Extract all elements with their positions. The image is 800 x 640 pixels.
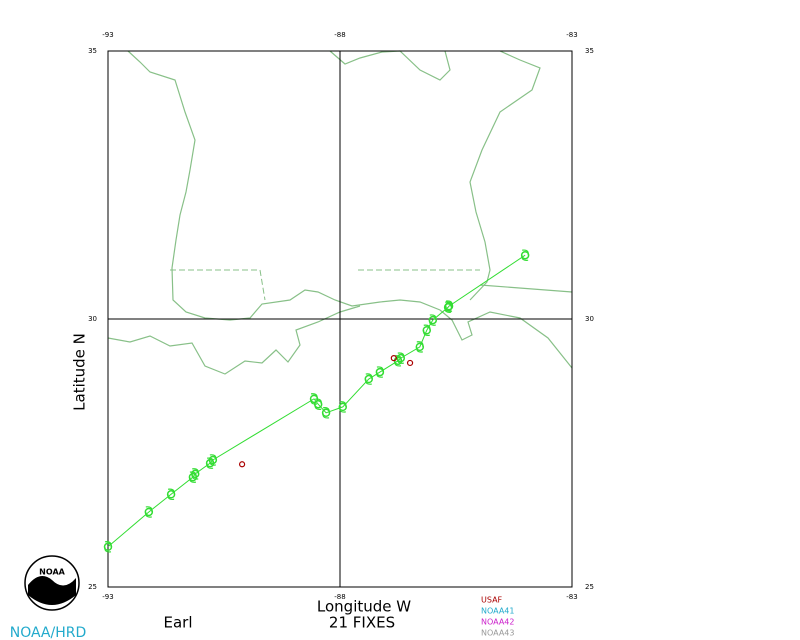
storm-name: Earl (163, 614, 192, 632)
fix-point (238, 461, 246, 468)
fix-marker (144, 506, 154, 518)
fix-swirl (397, 352, 405, 364)
fix-swirl (145, 506, 153, 518)
fix-marker (313, 398, 323, 410)
fix-marker (364, 373, 374, 385)
fix-swirl (191, 468, 199, 480)
legend-entry: NOAA43 (481, 629, 515, 638)
y-tick-label: 25 (585, 583, 594, 591)
fix-swirl (416, 341, 424, 353)
fix-swirl (104, 541, 112, 553)
fix-marker (422, 324, 432, 336)
fix-swirl (209, 454, 217, 466)
logo: NOAA (24, 555, 80, 611)
fix-marker (338, 401, 348, 413)
y-tick-label: 35 (88, 47, 97, 55)
fix-marker (321, 407, 331, 419)
fix-swirl (423, 324, 431, 336)
coastline (107, 50, 573, 375)
legend-entry: NOAA42 (481, 618, 515, 627)
y-tick-label: 30 (585, 315, 594, 323)
x-axis-label: Longitude W (317, 598, 411, 616)
fix-point (406, 359, 414, 367)
credit: NOAA/HRD (10, 625, 87, 640)
fix-swirl (167, 488, 175, 501)
fix-marker (208, 454, 218, 466)
y-axis-label: Latitude N (71, 333, 89, 411)
x-tick-label: -88 (334, 31, 345, 39)
fix-swirl (521, 249, 529, 261)
fix-marker (166, 488, 176, 501)
x-tick-label: -88 (334, 593, 345, 601)
fix-swirl (429, 314, 437, 326)
fix-swirl (339, 401, 347, 413)
fix-swirl (376, 366, 384, 378)
y-tick-label: 35 (585, 47, 594, 55)
fix-swirl (310, 393, 318, 405)
x-tick-label: -93 (102, 593, 113, 601)
fix-marker (428, 314, 438, 326)
fix-marker (190, 468, 200, 480)
fix-swirl (322, 407, 330, 419)
fix-marker (520, 249, 530, 261)
logo-wave (28, 576, 76, 605)
fix-swirl (206, 457, 214, 469)
fix-swirl (445, 300, 453, 312)
y-tick-label: 25 (88, 583, 97, 591)
fix-marker (444, 300, 454, 312)
fixes-count: 21 FIXES (329, 614, 395, 632)
fix-swirl (365, 373, 373, 385)
fix-point (390, 355, 397, 362)
fix-swirl (314, 398, 322, 410)
fix-swirl (189, 471, 197, 483)
fix-marker (396, 352, 406, 364)
y-tick-label: 30 (88, 315, 97, 323)
logo-text: NOAA (39, 568, 65, 577)
legend-entry: USAF (481, 596, 503, 605)
fix-marker (415, 341, 425, 353)
x-tick-label: -83 (566, 593, 577, 601)
x-tick-label: -93 (102, 31, 113, 39)
fix-marker (375, 366, 385, 378)
fix-marker (103, 541, 113, 553)
legend-entry: NOAA41 (481, 607, 515, 616)
x-tick-label: -83 (566, 31, 577, 39)
fix-swirl (394, 355, 402, 367)
